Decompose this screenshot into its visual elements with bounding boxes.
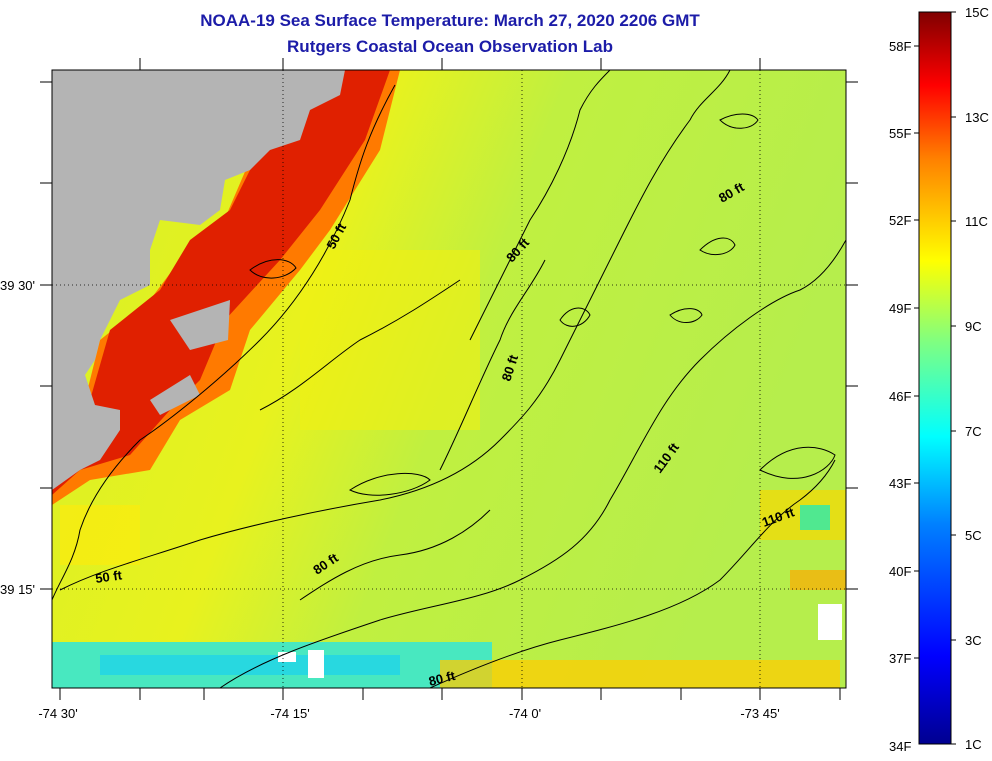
latitude-label: 39 30' [0,278,35,293]
colorbar-fahrenheit-label: 37F [889,651,911,666]
graticule [52,70,846,688]
colorbar-celsius-label: 11C [965,214,988,229]
colorbar-fahrenheit-label: 58F [889,39,911,54]
map-ticks [40,58,858,700]
colorbar-celsius-label: 15C [965,5,989,20]
colorbar-celsius-label: 3C [965,633,982,648]
colorbar-fahrenheit-label: 34F [889,739,911,754]
colorbar-celsius-label: 9C [965,319,982,334]
map-title: NOAA-19 Sea Surface Temperature: March 2… [200,11,700,30]
colorbar-fahrenheit-label: 46F [889,389,911,404]
contour-label: 50 ft [94,567,123,586]
colorbar-celsius-label: 7C [965,424,982,439]
longitude-label: -73 45' [740,706,779,721]
colorbar-fahrenheit-label: 40F [889,564,911,579]
colorbar-celsius-label: 5C [965,528,982,543]
colorbar-ticks [914,11,956,745]
longitude-label: -74 15' [270,706,309,721]
latitude-label: 39 15' [0,582,35,597]
colorbar-fahrenheit-label: 43F [889,476,911,491]
colorbar-fahrenheit-label: 49F [889,301,911,316]
map-frame [51,69,847,689]
colorbar-fahrenheit-label: 55F [889,126,911,141]
longitude-label: -74 0' [509,706,541,721]
sst-field [52,70,846,688]
colorbar-celsius-label: 1C [965,737,982,752]
colorbar-celsius-label: 13C [965,110,989,125]
bathymetry-contours [52,70,846,688]
longitude-label: -74 30' [38,706,77,721]
map-subtitle: Rutgers Coastal Ocean Observation Lab [287,37,613,56]
contour-label: 80 ft [427,668,457,689]
colorbar-fahrenheit-label: 52F [889,213,911,228]
temperature-colorbar [918,11,952,745]
